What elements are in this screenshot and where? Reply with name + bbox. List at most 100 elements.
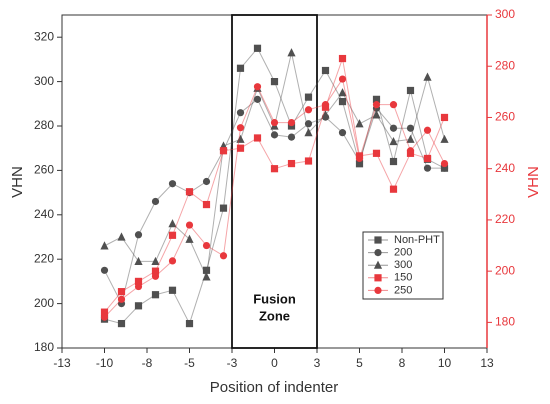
point [287,48,296,57]
legend-label: 300 [394,259,412,271]
point [117,319,126,328]
point [304,157,313,165]
point [100,308,109,316]
point [219,204,228,212]
point [134,256,143,266]
point [304,106,313,114]
point [151,267,160,275]
point [423,126,432,134]
point [287,118,296,127]
y2-tick-label: 240 [495,161,515,175]
x-tick-label: 10 [438,356,452,370]
point [117,288,126,296]
point [236,134,245,143]
legend-marker [373,260,383,269]
point [304,93,313,101]
point [287,133,296,141]
x-tick-label: 3 [314,356,321,370]
point [100,313,109,321]
point [151,291,160,299]
point [219,252,228,260]
point [151,272,160,280]
annotation-text: Fusion [253,291,296,306]
point [355,154,364,163]
y2-tick-label: 220 [495,212,515,226]
point [389,101,398,109]
point [134,277,143,285]
point [406,134,415,143]
point [423,72,432,81]
point [100,241,109,250]
point [270,78,279,86]
point [134,302,143,310]
legend-label: 200 [394,247,412,259]
point [202,241,211,250]
legend-marker [374,236,382,244]
legend-label: Non-PHT [394,234,440,246]
y2-tick-label: 300 [495,7,515,21]
point [321,110,330,119]
legend-marker [374,249,382,257]
point [253,95,262,103]
point [372,95,381,103]
point [117,295,126,303]
point [219,147,228,155]
point [253,134,262,142]
y2-axis-label: VHN [525,166,542,198]
point [236,109,245,117]
point [389,185,398,193]
annotation-text: Zone [259,308,290,323]
point [423,154,432,163]
point [151,197,160,206]
point [185,188,194,196]
point [202,200,211,209]
legend-label: 150 [394,272,412,284]
point [372,110,381,119]
x-tick-label: -13 [53,356,71,370]
point [423,164,432,172]
point [440,134,449,143]
y-tick-label: 220 [34,251,54,265]
point [338,129,347,137]
point [389,124,398,132]
point [168,219,177,228]
point [185,319,194,328]
point [338,97,347,106]
point [100,266,109,274]
point [372,149,381,157]
point [406,124,415,132]
point [168,231,177,239]
point [406,86,415,95]
legend-marker [374,286,382,294]
point [134,282,143,291]
y-tick-label: 280 [34,118,54,132]
point [321,66,330,75]
point [117,232,126,241]
point [270,131,279,139]
x-tick-label: -10 [96,356,114,370]
point [338,75,347,83]
point [389,136,398,146]
point [304,128,313,137]
point [236,124,245,132]
point [304,120,313,128]
x-tick-label: -5 [184,356,195,370]
legend-label: 250 [394,284,412,296]
point [321,101,330,109]
point [270,165,279,173]
x-tick-label: 0 [271,356,278,370]
point [236,144,245,152]
y-tick-label: 200 [34,296,54,310]
y2-tick-label: 180 [495,315,515,329]
y-tick-label: 260 [34,163,54,177]
point [202,266,211,274]
point [372,101,381,109]
y2-tick-label: 200 [495,263,515,277]
y-tick-label: 240 [34,207,54,221]
point [202,272,211,281]
point [151,256,160,266]
y-tick-label: 300 [34,74,54,88]
point [389,157,398,166]
